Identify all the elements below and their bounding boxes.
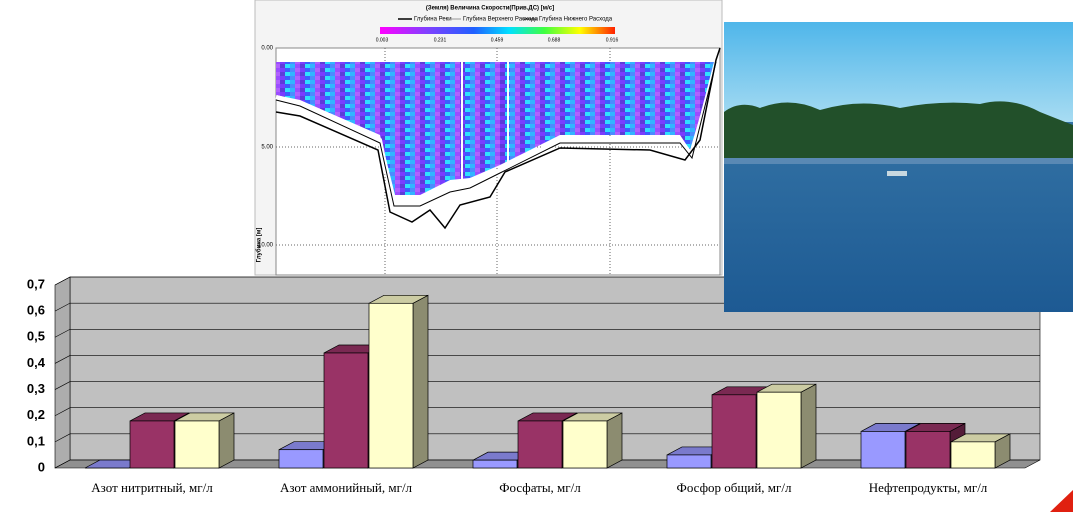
colorbar xyxy=(380,27,615,34)
bar-front xyxy=(712,395,756,468)
profile-y-tick: 5.00 xyxy=(261,145,273,151)
photo-boat xyxy=(887,171,907,176)
depth-profile-image: (Земля) Величина Скорости(Прив.ДС) [м/с]… xyxy=(255,0,722,275)
y-tick-label: 0,3 xyxy=(27,381,45,396)
bar-front xyxy=(473,460,517,468)
bar-front xyxy=(130,421,174,468)
corner-decoration xyxy=(1050,490,1073,512)
y-tick-label: 0,2 xyxy=(27,407,45,422)
bar-front xyxy=(518,421,562,468)
x-tick-label: Фосфаты, мг/л xyxy=(445,480,635,495)
bar-front xyxy=(279,450,323,468)
slide-canvas: 0 0,1 0,2 0,3 0,4 0,5 0,6 0,7 (Земля) Величина … xyxy=(0,0,1073,512)
legend-label: Глубина Верхнего Расхода xyxy=(463,17,539,23)
y-tick-label: 0,6 xyxy=(27,303,45,318)
bar-front xyxy=(951,442,995,468)
bar xyxy=(175,413,234,468)
x-tick-label: Нефтепродукты, мг/л xyxy=(833,480,1023,495)
bar xyxy=(757,384,816,468)
bar-front xyxy=(175,421,219,468)
y-tick-label: 0,1 xyxy=(27,433,45,448)
bar-front xyxy=(369,303,413,468)
bar xyxy=(563,413,622,468)
y-tick-label: 0,4 xyxy=(27,355,46,370)
bar-side xyxy=(219,413,234,468)
photo-trees xyxy=(724,101,1073,162)
colorbar-tick: 0.231 xyxy=(434,37,447,43)
colorbar-tick: 0.916 xyxy=(606,37,619,43)
bar-front xyxy=(667,455,711,468)
slide: {"chart_data": {"type": "bar", "categori… xyxy=(0,0,1073,512)
bar xyxy=(369,295,428,468)
lake-photo xyxy=(724,22,1073,312)
x-tick-label: Азот нитритный, мг/л xyxy=(57,480,247,495)
colorbar-tick: 0.688 xyxy=(548,37,561,43)
profile-y-label: Глубина [м] xyxy=(256,228,263,263)
y-tick-label: 0,5 xyxy=(27,329,45,344)
bar-front xyxy=(861,431,905,468)
profile-title: (Земля) Величина Скорости(Прив.ДС) [м/с] xyxy=(426,6,554,12)
bar xyxy=(951,434,1010,468)
profile-y-tick: 0.00 xyxy=(261,46,273,52)
bar-front xyxy=(324,353,368,468)
side-wall xyxy=(55,277,70,468)
bar-front xyxy=(757,392,801,468)
colorbar-tick: 0.459 xyxy=(491,37,504,43)
y-tick-label: 0 xyxy=(38,459,45,474)
bar-front xyxy=(563,421,607,468)
bar-front xyxy=(906,431,950,468)
legend-label: Глубина Реки xyxy=(414,17,452,23)
bar-side xyxy=(801,384,816,468)
legend-label: Глубина Нижнего Расхода xyxy=(539,17,613,23)
bar-side xyxy=(607,413,622,468)
colorbar-tick: 0.003 xyxy=(376,37,389,43)
y-tick-label: 0,7 xyxy=(27,276,45,291)
x-tick-label: Азот аммонийный, мг/л xyxy=(251,480,441,495)
photo-shoreline xyxy=(724,158,1073,164)
bar-side xyxy=(413,295,428,468)
x-tick-label: Фосфор общий, мг/л xyxy=(639,480,829,495)
